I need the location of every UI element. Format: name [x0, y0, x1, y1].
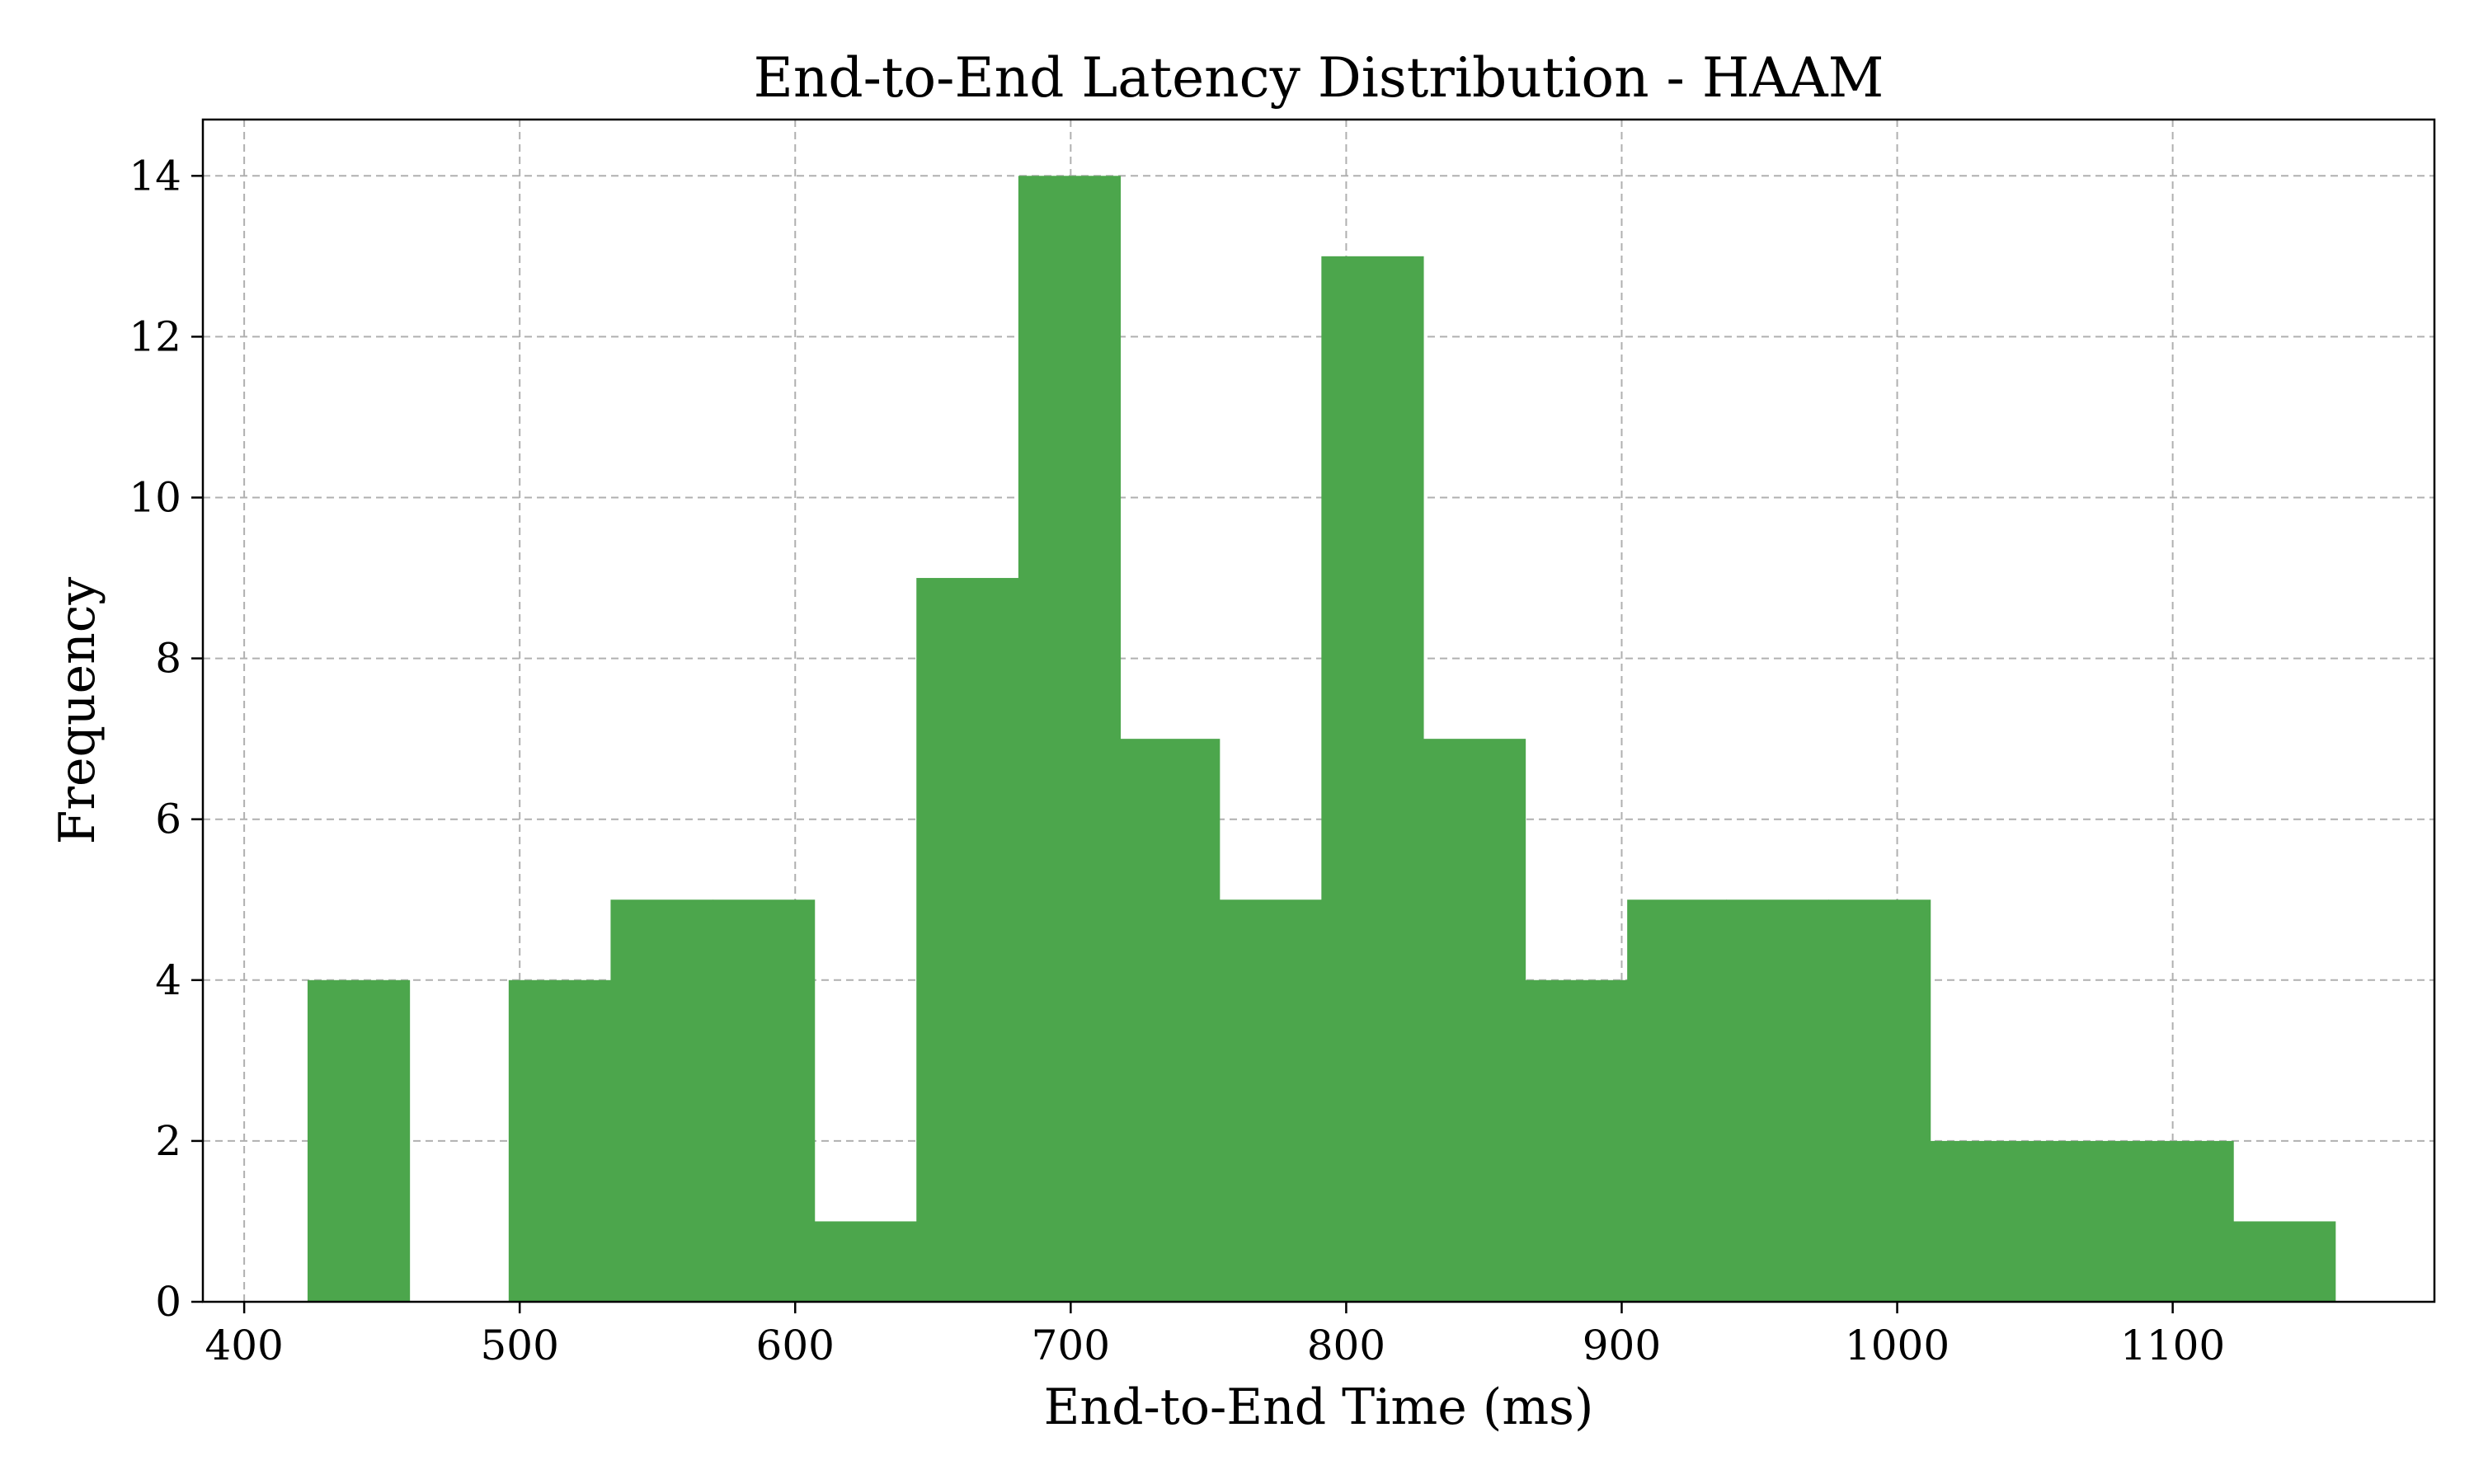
- y-tick-label: 8: [155, 635, 181, 683]
- plot-frame: [201, 118, 2436, 1303]
- histogram-bar: [1120, 739, 1221, 1302]
- histogram-bar: [2233, 1221, 2336, 1302]
- x-tick-label: 400: [205, 1322, 283, 1369]
- chart-title: End-to-End Latency Distribution - HAAM: [754, 46, 1884, 110]
- histogram-bar: [1423, 739, 1526, 1302]
- y-tick-label: 12: [129, 312, 181, 360]
- histogram-bars: [307, 176, 2336, 1303]
- histogram-bar: [508, 979, 612, 1302]
- x-tick-label: 700: [1032, 1322, 1110, 1369]
- y-tick-label: 6: [155, 796, 181, 843]
- axis-ticks: 400 500 600 700 800 900 1000 1100 0 2 4 6 8 10 12 14: [129, 152, 2225, 1369]
- histogram-bar: [1219, 899, 1322, 1302]
- histogram-bar: [916, 578, 1019, 1302]
- histogram-bar: [610, 899, 713, 1302]
- y-tick-label: 2: [155, 1117, 181, 1165]
- x-tick-label: 1100: [2120, 1322, 2225, 1369]
- histogram-bar: [2032, 1140, 2135, 1302]
- histogram-bar: [1321, 256, 1424, 1303]
- histogram-bar: [1627, 899, 1728, 1302]
- x-tick-label: 600: [756, 1322, 835, 1369]
- x-tick-label: 900: [1583, 1322, 1661, 1369]
- y-tick-label: 0: [155, 1278, 181, 1326]
- histogram-bar: [814, 1221, 917, 1302]
- histogram-bar: [307, 979, 411, 1302]
- x-tick-label: 500: [480, 1322, 558, 1369]
- y-axis-label: Frequency: [49, 577, 106, 845]
- histogram-bar: [1828, 899, 1931, 1302]
- y-tick-label: 14: [129, 152, 181, 200]
- histogram-bar: [2133, 1140, 2234, 1302]
- histogram-bar: [1525, 979, 1628, 1302]
- x-tick-label: 800: [1307, 1322, 1385, 1369]
- histogram-bar: [1726, 899, 1829, 1302]
- histogram-bar: [1018, 176, 1122, 1302]
- x-axis-label: End-to-End Time (ms): [1044, 1378, 1594, 1436]
- x-tick-label: 1000: [1845, 1322, 1950, 1369]
- y-tick-label: 4: [155, 956, 181, 1004]
- histogram-bar: [1930, 1140, 2033, 1302]
- histogram-bar: [713, 899, 816, 1302]
- y-tick-label: 10: [129, 473, 181, 521]
